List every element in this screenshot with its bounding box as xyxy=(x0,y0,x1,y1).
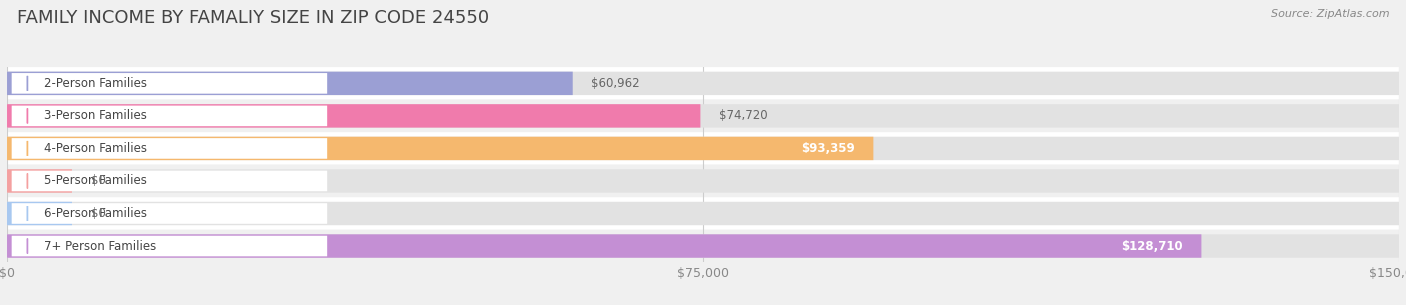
FancyBboxPatch shape xyxy=(7,104,1399,127)
FancyBboxPatch shape xyxy=(7,230,1399,262)
Text: $128,710: $128,710 xyxy=(1121,239,1182,253)
Text: $74,720: $74,720 xyxy=(718,109,768,122)
FancyBboxPatch shape xyxy=(11,138,328,159)
FancyBboxPatch shape xyxy=(11,203,328,224)
Text: $0: $0 xyxy=(90,207,105,220)
Text: 6-Person Families: 6-Person Families xyxy=(44,207,148,220)
Text: FAMILY INCOME BY FAMALIY SIZE IN ZIP CODE 24550: FAMILY INCOME BY FAMALIY SIZE IN ZIP COD… xyxy=(17,9,489,27)
FancyBboxPatch shape xyxy=(7,100,1399,132)
FancyBboxPatch shape xyxy=(7,234,1399,258)
FancyBboxPatch shape xyxy=(7,104,700,127)
FancyBboxPatch shape xyxy=(7,202,1399,225)
Text: 4-Person Families: 4-Person Families xyxy=(44,142,148,155)
FancyBboxPatch shape xyxy=(7,197,1399,230)
Text: 5-Person Families: 5-Person Families xyxy=(44,174,148,188)
FancyBboxPatch shape xyxy=(7,137,1399,160)
FancyBboxPatch shape xyxy=(7,202,72,225)
FancyBboxPatch shape xyxy=(11,171,328,191)
Text: 2-Person Families: 2-Person Families xyxy=(44,77,148,90)
FancyBboxPatch shape xyxy=(7,72,1399,95)
FancyBboxPatch shape xyxy=(11,106,328,126)
FancyBboxPatch shape xyxy=(7,67,1399,100)
FancyBboxPatch shape xyxy=(7,165,1399,197)
FancyBboxPatch shape xyxy=(7,169,72,193)
FancyBboxPatch shape xyxy=(7,137,873,160)
FancyBboxPatch shape xyxy=(11,236,328,256)
FancyBboxPatch shape xyxy=(11,73,328,94)
Text: Source: ZipAtlas.com: Source: ZipAtlas.com xyxy=(1271,9,1389,19)
Text: $60,962: $60,962 xyxy=(592,77,640,90)
FancyBboxPatch shape xyxy=(7,234,1201,258)
Text: 3-Person Families: 3-Person Families xyxy=(44,109,148,122)
Text: $0: $0 xyxy=(90,174,105,188)
FancyBboxPatch shape xyxy=(7,132,1399,165)
Text: $93,359: $93,359 xyxy=(801,142,855,155)
Text: 7+ Person Families: 7+ Person Families xyxy=(44,239,156,253)
FancyBboxPatch shape xyxy=(7,169,1399,193)
FancyBboxPatch shape xyxy=(7,72,572,95)
